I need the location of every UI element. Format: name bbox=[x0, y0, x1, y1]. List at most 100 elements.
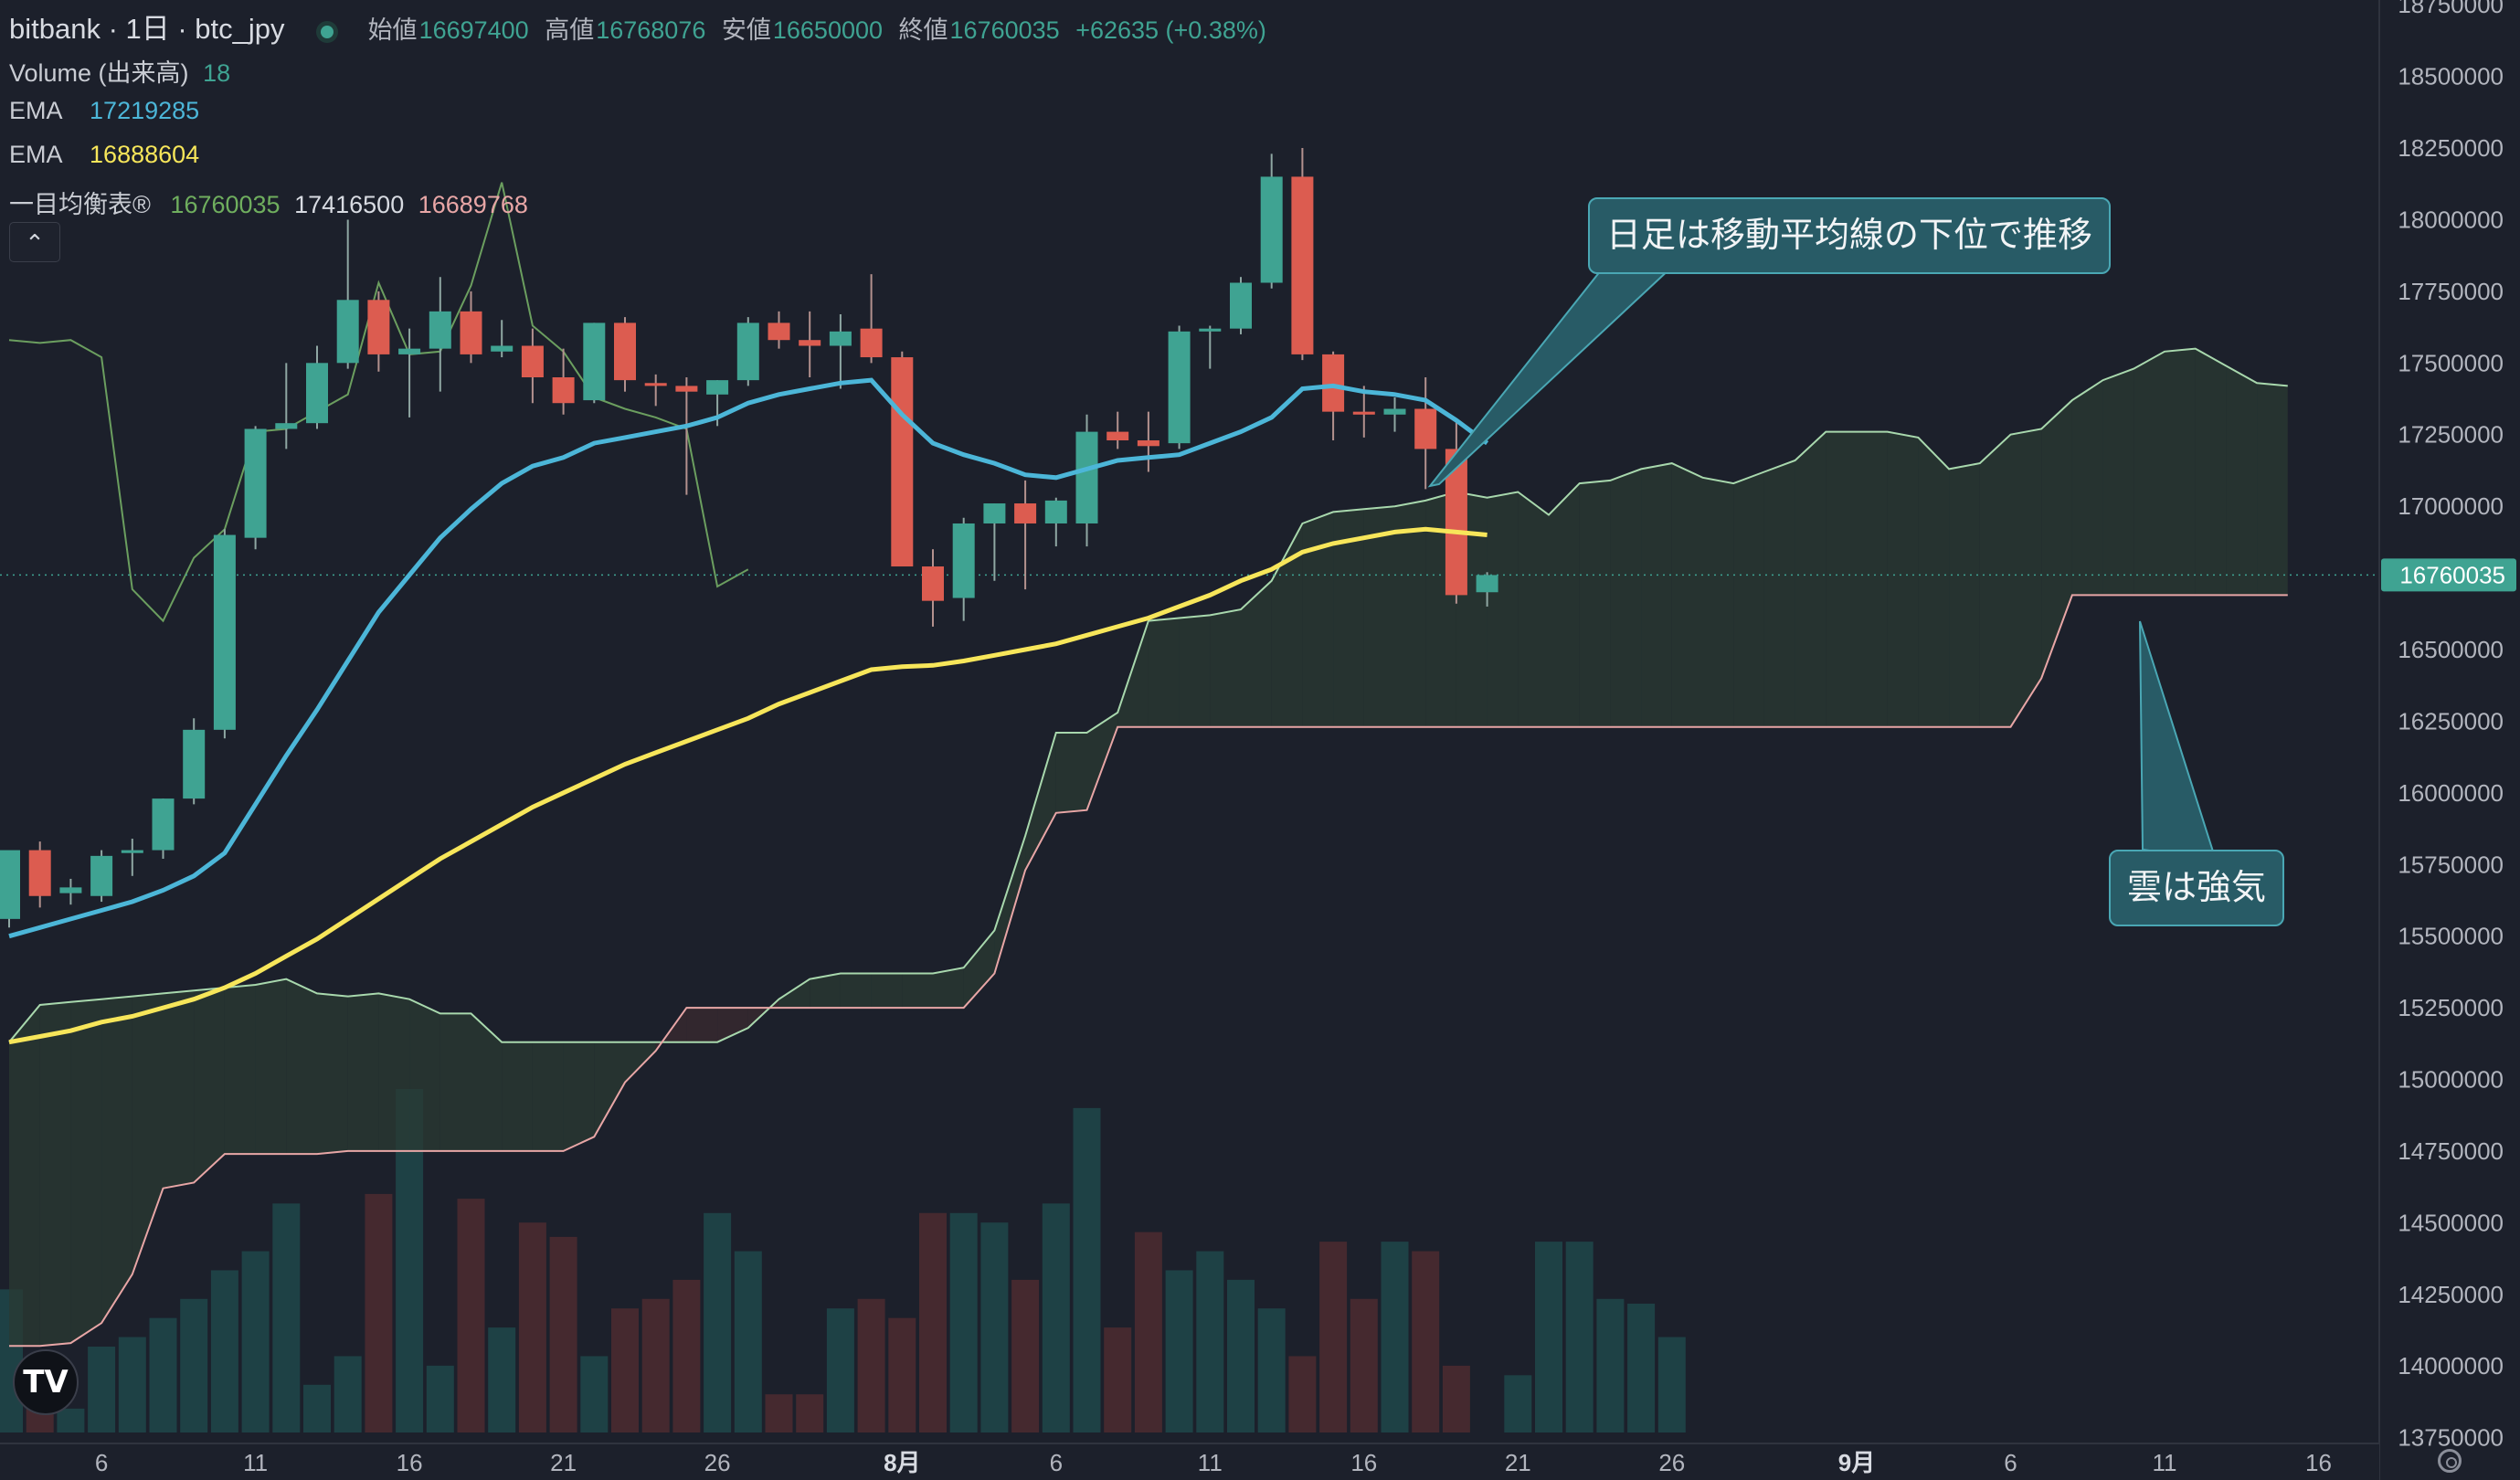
ohlc-open-value: 16697400 bbox=[418, 16, 529, 44]
candle-body bbox=[829, 331, 852, 346]
ichimoku-legend[interactable]: 一目均衡表® 16760035 17416500 16689768 bbox=[9, 185, 535, 220]
cloud-segment bbox=[1086, 713, 1118, 810]
candle-body bbox=[614, 322, 636, 381]
volume-bar bbox=[1134, 1232, 1162, 1432]
candle-body bbox=[1352, 411, 1375, 415]
cloud-segment bbox=[1210, 609, 1241, 727]
cloud-segment bbox=[224, 985, 256, 1155]
candle-body bbox=[1106, 431, 1129, 441]
price-change: +62635 (+0.38%) bbox=[1075, 16, 1266, 44]
volume-bar bbox=[734, 1251, 762, 1432]
candle-body bbox=[1230, 282, 1252, 329]
price-tick-label: 17250000 bbox=[2398, 421, 2504, 449]
volume-bar bbox=[704, 1212, 732, 1432]
candle-body bbox=[768, 322, 790, 341]
last-price-label: 16760035 bbox=[2399, 561, 2505, 588]
volume-bar bbox=[1104, 1327, 1132, 1432]
price-tick-label: 18500000 bbox=[2398, 63, 2504, 90]
cloud-segment bbox=[2010, 428, 2042, 727]
price-tick-label: 17000000 bbox=[2398, 492, 2504, 520]
ema-fast-legend[interactable]: EMA 17219285 bbox=[9, 97, 206, 125]
price-tick-label: 15750000 bbox=[2398, 851, 2504, 878]
candle-body bbox=[121, 850, 143, 853]
cloud-segment bbox=[963, 930, 995, 1009]
cloud-segment bbox=[1702, 477, 1734, 727]
time-tick-label: 6 bbox=[1050, 1449, 1063, 1476]
candles bbox=[0, 148, 1498, 928]
ohlc-high-label: 高値 bbox=[545, 16, 595, 44]
callout-cloud-bullish-pointer bbox=[2139, 620, 2215, 852]
volume-bar bbox=[826, 1308, 854, 1432]
volume-bar bbox=[611, 1308, 639, 1432]
market-status-dot bbox=[321, 25, 334, 38]
ema-fast-label: EMA bbox=[9, 97, 63, 124]
cloud-segment bbox=[2041, 400, 2072, 679]
cloud-segment bbox=[1826, 431, 1857, 727]
volume-bar bbox=[949, 1212, 978, 1432]
volume-bar bbox=[488, 1327, 516, 1432]
volume-bar bbox=[1596, 1298, 1625, 1432]
candle-body bbox=[1476, 575, 1498, 593]
symbol-title[interactable]: bitbank · 1日 · btc_jpy bbox=[9, 13, 285, 45]
candle-body bbox=[891, 357, 914, 567]
candle-body bbox=[1044, 500, 1067, 523]
cloud-segment bbox=[2102, 368, 2134, 596]
price-tick-label: 18250000 bbox=[2398, 134, 2504, 162]
candle-body bbox=[860, 328, 883, 358]
candle-body bbox=[275, 423, 298, 429]
candle-body bbox=[398, 348, 421, 354]
volume-legend[interactable]: Volume (出来高) 18 bbox=[9, 53, 238, 89]
volume-bar bbox=[1504, 1375, 1532, 1432]
cloud-segment bbox=[2195, 348, 2227, 596]
volume-bar bbox=[1042, 1203, 1070, 1432]
ichimoku-value-3: 16689768 bbox=[418, 191, 528, 218]
volume-bar bbox=[1011, 1279, 1040, 1432]
collapse-legend-button[interactable]: ⌃ bbox=[9, 222, 60, 262]
price-tick-label: 14250000 bbox=[2398, 1281, 2504, 1308]
time-tick-label: 16 bbox=[1350, 1449, 1377, 1476]
candle-body bbox=[59, 887, 82, 893]
cloud-segment bbox=[471, 1013, 503, 1151]
volume-bar bbox=[180, 1298, 208, 1432]
cloud-segment bbox=[9, 1005, 40, 1347]
cloud-segment bbox=[1733, 471, 1764, 727]
ema-slow-legend[interactable]: EMA 16888604 bbox=[9, 141, 206, 169]
cloud-segment bbox=[347, 993, 379, 1151]
volume-label: Volume (出来高) bbox=[9, 59, 189, 87]
volume-bars bbox=[0, 1089, 1686, 1432]
volume-bar bbox=[1627, 1304, 1656, 1432]
cloud-segment bbox=[625, 1041, 656, 1083]
cloud-segment bbox=[994, 835, 1026, 974]
callout-below-ma: 日足は移動平均線の下位で推移 bbox=[1588, 197, 2112, 274]
cloud-segment bbox=[1241, 580, 1272, 727]
time-tick-label: 21 bbox=[550, 1449, 577, 1476]
candle-body bbox=[244, 428, 267, 538]
candle-body bbox=[706, 380, 729, 395]
candle-body bbox=[90, 855, 113, 896]
callout-below-ma-text: 日足は移動平均線の下位で推移 bbox=[1606, 217, 2093, 255]
time-tick-label: 11 bbox=[1198, 1449, 1223, 1476]
candle-body bbox=[1260, 176, 1283, 283]
cloud-segment bbox=[409, 999, 440, 1151]
ema-fast-line bbox=[8, 377, 1489, 939]
cloud-segment bbox=[902, 973, 933, 1009]
volume-bar bbox=[210, 1270, 238, 1432]
cloud-segment bbox=[1949, 463, 1980, 727]
senkou-span-b-line bbox=[9, 594, 2288, 1348]
volume-bar bbox=[672, 1279, 701, 1432]
settings-icon[interactable] bbox=[2438, 1449, 2462, 1473]
cloud-segment bbox=[1795, 431, 1826, 727]
candle-body bbox=[799, 340, 821, 346]
cloud-segment bbox=[1579, 480, 1611, 727]
volume-bar bbox=[303, 1384, 331, 1432]
cloud-segment bbox=[1179, 615, 1211, 727]
volume-bar bbox=[1196, 1251, 1224, 1432]
last-price-badge bbox=[2381, 558, 2516, 592]
ema-slow-value: 16888604 bbox=[90, 141, 200, 168]
price-tick-label: 15000000 bbox=[2398, 1066, 2504, 1094]
cloud-segment bbox=[2257, 383, 2288, 596]
candle-body bbox=[1168, 331, 1191, 444]
tradingview-logo[interactable]: TV bbox=[13, 1349, 79, 1415]
